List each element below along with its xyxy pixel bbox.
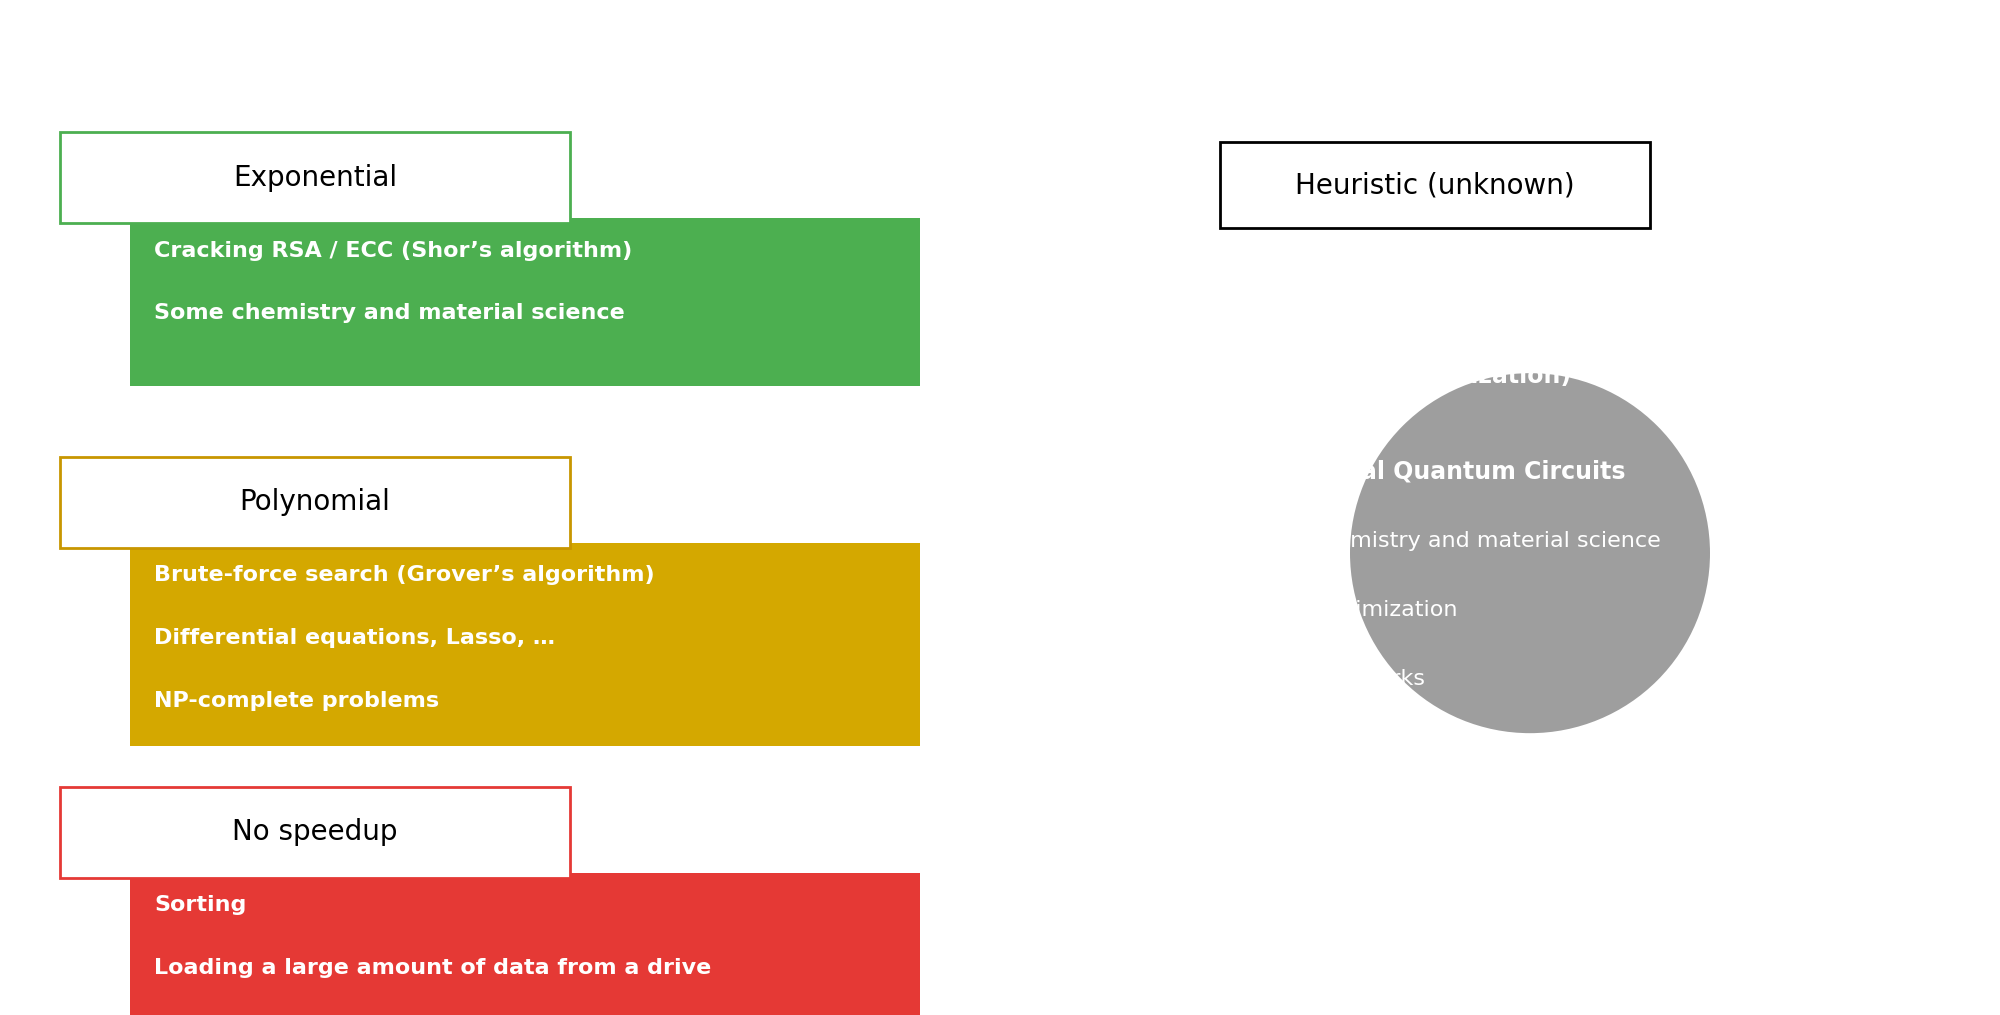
Ellipse shape xyxy=(1350,374,1710,733)
FancyBboxPatch shape xyxy=(60,787,570,878)
Text: Some chemistry and material science: Some chemistry and material science xyxy=(154,303,624,324)
FancyBboxPatch shape xyxy=(1220,142,1650,228)
Text: Brute-force search (Grover’s algorithm): Brute-force search (Grover’s algorithm) xyxy=(154,565,654,586)
Text: Heuristic (unknown): Heuristic (unknown) xyxy=(1296,172,1574,199)
Text: Loading a large amount of data from a drive: Loading a large amount of data from a dr… xyxy=(154,958,712,978)
Text: Variational Quantum Circuits: Variational Quantum Circuits xyxy=(1240,460,1626,484)
FancyBboxPatch shape xyxy=(130,543,920,746)
FancyBboxPatch shape xyxy=(60,457,570,548)
Text: NP-complete problems: NP-complete problems xyxy=(154,691,440,712)
Text: Some chemistry and material science: Some chemistry and material science xyxy=(1240,531,1660,551)
Text: Annealing (optimization): Annealing (optimization) xyxy=(1240,363,1572,388)
Text: Sorting: Sorting xyxy=(154,895,246,916)
Text: Support Vector Machines: Support Vector Machines xyxy=(1240,738,1518,758)
FancyBboxPatch shape xyxy=(130,873,920,1015)
Text: Neural Networks: Neural Networks xyxy=(1240,669,1424,689)
FancyBboxPatch shape xyxy=(130,218,920,386)
Text: No speedup: No speedup xyxy=(232,818,398,847)
Text: Differential equations, Lasso, …: Differential equations, Lasso, … xyxy=(154,628,556,649)
Text: Cracking RSA / ECC (Shor’s algorithm): Cracking RSA / ECC (Shor’s algorithm) xyxy=(154,241,632,261)
Text: Polynomial: Polynomial xyxy=(240,488,390,517)
Text: Binary optimization: Binary optimization xyxy=(1240,600,1458,620)
FancyBboxPatch shape xyxy=(60,132,570,223)
Text: Exponential: Exponential xyxy=(232,163,398,192)
